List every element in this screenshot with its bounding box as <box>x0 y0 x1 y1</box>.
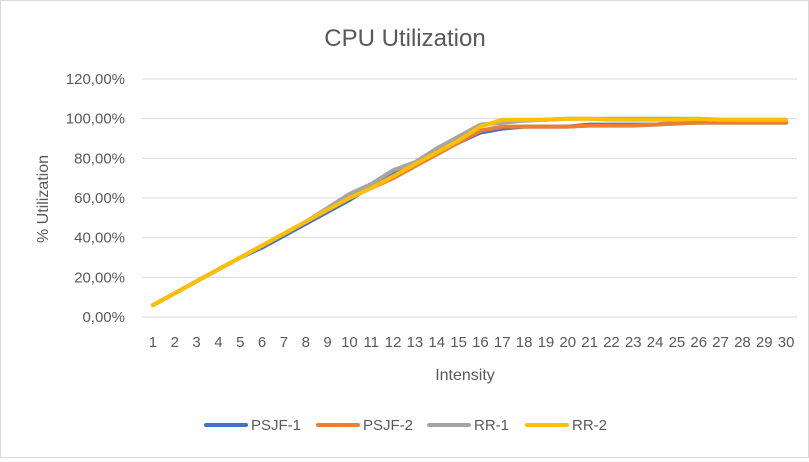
legend-label: PSJF-1 <box>251 417 301 434</box>
x-tick-label: 9 <box>323 334 331 351</box>
x-tick-label: 21 <box>581 334 598 351</box>
x-tick-label: 4 <box>214 334 222 351</box>
x-tick-label: 22 <box>603 334 620 351</box>
x-tick-label: 20 <box>559 334 576 351</box>
x-tick-labels: 1 2 3 4 5 6 7 8 9 10 11 12 13 14 15 16 17 18 19 20 21 22 23 24 2… <box>149 334 795 351</box>
y-tick-labels: 0,00% 20,00% 40,00% 60,00% 80,00% 100,00% 120,… <box>66 71 125 326</box>
x-tick-label: 6 <box>258 334 266 351</box>
x-tick-label: 24 <box>647 334 664 351</box>
x-tick-label: 23 <box>625 334 642 351</box>
chart-title: CPU Utilization <box>324 25 485 52</box>
x-tick-label: 5 <box>236 334 244 351</box>
x-tick-label: 10 <box>341 334 358 351</box>
legend: PSJF-1 PSJF-2 RR-1 RR-2 <box>204 417 607 434</box>
x-tick-label: 17 <box>494 334 511 351</box>
y-axis-label: % Utilization <box>35 155 52 243</box>
x-tick-label: 1 <box>149 334 157 351</box>
x-tick-label: 13 <box>407 334 424 351</box>
x-tick-label: 18 <box>516 334 533 351</box>
y-tick-label: 60,00% <box>74 190 125 207</box>
legend-label: RR-2 <box>572 417 607 434</box>
legend-item-rr-2: RR-2 <box>525 417 607 434</box>
y-tick-label: 120,00% <box>66 71 125 88</box>
x-tick-label: 28 <box>734 334 751 351</box>
x-tick-label: 15 <box>450 334 467 351</box>
y-tick-label: 40,00% <box>74 230 125 247</box>
legend-label: PSJF-2 <box>363 417 413 434</box>
gridlines <box>142 78 797 318</box>
x-tick-label: 2 <box>171 334 179 351</box>
series-lines <box>150 116 789 308</box>
x-tick-label: 3 <box>192 334 200 351</box>
x-tick-label: 19 <box>538 334 555 351</box>
x-tick-label: 11 <box>363 334 379 351</box>
legend-item-psjf-2: PSJF-2 <box>316 417 413 434</box>
x-tick-label: 29 <box>756 334 773 351</box>
y-tick-label: 0,00% <box>82 309 125 326</box>
x-tick-label: 7 <box>280 334 288 351</box>
y-tick-label: 100,00% <box>66 111 125 128</box>
x-tick-label: 8 <box>302 334 310 351</box>
x-tick-label: 14 <box>428 334 445 351</box>
x-tick-label: 27 <box>712 334 729 351</box>
x-tick-label: 25 <box>669 334 686 351</box>
legend-item-psjf-1: PSJF-1 <box>204 417 301 434</box>
series-line-rr-2 <box>150 116 789 308</box>
x-axis-label: Intensity <box>435 367 495 384</box>
legend-label: RR-1 <box>474 417 509 434</box>
x-tick-label: 16 <box>472 334 489 351</box>
y-tick-label: 20,00% <box>74 269 125 286</box>
y-tick-label: 80,00% <box>74 150 125 167</box>
x-tick-label: 26 <box>690 334 707 351</box>
x-tick-label: 30 <box>778 334 795 351</box>
legend-item-rr-1: RR-1 <box>427 417 509 434</box>
x-tick-label: 12 <box>385 334 402 351</box>
